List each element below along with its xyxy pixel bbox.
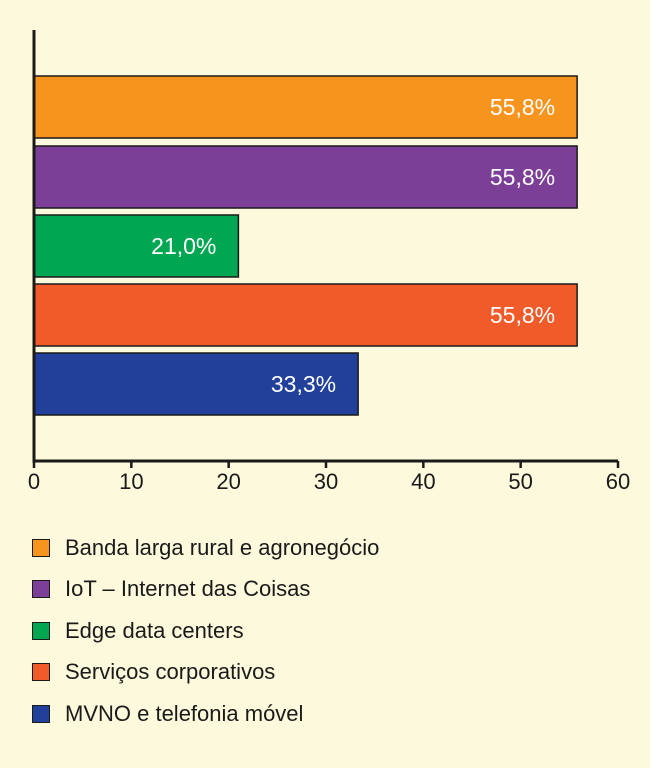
bar-0	[33, 75, 578, 139]
legend-label-1: IoT – Internet das Coisas	[65, 576, 311, 602]
bar-chart: 55,8% 55,8% 21,0% 55,8% 33,3% 0 10 20 30 40 50 60	[28, 30, 630, 494]
legend-swatch-1	[32, 580, 50, 599]
bar-label-3: 55,8%	[490, 302, 555, 328]
chart-legend: Banda larga rural e agronegócio IoT – Int…	[32, 527, 379, 735]
legend-swatch-4	[32, 704, 50, 723]
legend-swatch-0	[32, 538, 50, 557]
x-tick-label-5: 50	[508, 469, 532, 494]
x-tick-label-1: 10	[119, 469, 143, 494]
x-tick-label-3: 30	[314, 469, 338, 494]
x-tick-label-6: 60	[606, 469, 630, 494]
bar-label-4: 33,3%	[271, 371, 336, 397]
legend-label-4: MVNO e telefonia móvel	[65, 700, 304, 726]
legend-item-0: Banda larga rural e agronegócio	[32, 527, 379, 569]
legend-swatch-2	[32, 621, 50, 640]
bar-label-0: 55,8%	[490, 94, 555, 120]
x-tick-label-2: 20	[216, 469, 240, 494]
legend-item-2: Edge data centers	[32, 610, 379, 652]
bar-1	[33, 145, 578, 209]
legend-item-1: IoT – Internet das Coisas	[32, 569, 379, 611]
legend-label-3: Serviços corporativos	[65, 659, 276, 685]
legend-label-2: Edge data centers	[65, 617, 244, 643]
x-tick-label-0: 0	[28, 469, 40, 494]
bar-label-2: 21,0%	[151, 233, 216, 259]
legend-item-3: Serviços corporativos	[32, 652, 379, 694]
bar-label-1: 55,8%	[490, 164, 555, 190]
legend-label-0: Banda larga rural e agronegócio	[65, 534, 380, 560]
bar-4	[33, 352, 359, 416]
bar-3	[33, 283, 578, 347]
legend-item-4: MVNO e telefonia móvel	[32, 693, 379, 735]
bar-2	[33, 214, 240, 278]
legend-swatch-3	[32, 663, 50, 682]
x-tick-label-4: 40	[411, 469, 435, 494]
